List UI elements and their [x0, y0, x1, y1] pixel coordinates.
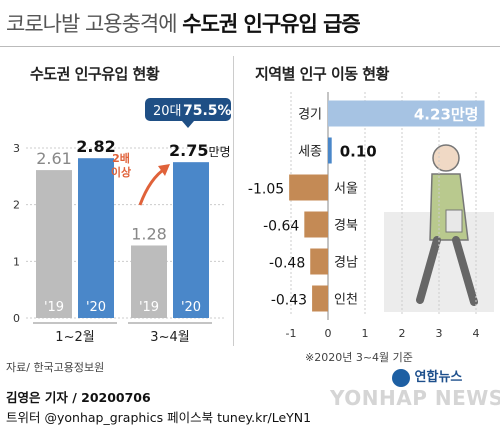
value-label: 2.75만명 — [169, 141, 231, 160]
callout-badge — [145, 98, 231, 121]
bar-2019 — [36, 170, 72, 318]
series-label: '20 — [86, 300, 106, 315]
annotation-text: 이상 — [111, 165, 131, 179]
main-title-part1: 코로나발 고용충격에 — [6, 12, 178, 36]
x-tick-label: 4 — [473, 327, 480, 340]
person-legs-icon — [416, 236, 478, 306]
value-label: -0.64 — [263, 219, 299, 235]
watermark: YONHAP NEWS — [330, 386, 500, 410]
bar-region — [304, 211, 328, 238]
yonhap-logo-text: 연합뉴스 — [414, 370, 463, 385]
main-title: 코로나발 고용충격에 수도권 인구유입 급증 — [6, 8, 361, 38]
y-tick-label: 3 — [13, 142, 20, 155]
panel-divider — [233, 56, 234, 346]
left-bar-chart: 0 1 2 3 '19 2.61 '20 2.82 1~2월 '19 1.28 '20 2.75만명 3~… — [13, 98, 232, 345]
left-chart-title: 수도권 인구유입 현황 — [30, 65, 160, 83]
x-tick-label: 0 — [325, 327, 332, 340]
x-category-label: 3~4월 — [150, 330, 189, 345]
bar-region — [328, 100, 485, 127]
bar-region — [289, 174, 328, 201]
bar-region — [328, 137, 332, 164]
value-label: -0.48 — [269, 256, 305, 272]
source-note: 자료/ 한국고용정보원 — [6, 361, 105, 374]
series-label: '19 — [139, 300, 159, 315]
value-label: 2.61 — [36, 149, 72, 168]
value-label: -0.43 — [271, 293, 307, 309]
x-tick-label: 2 — [399, 327, 406, 340]
social-links: 트위터 @yonhap_graphics 페이스북 tuney.kr/LeYN1 — [6, 410, 312, 425]
byline: 김영은 기자 / 20200706 — [6, 390, 151, 405]
unit-label: 만명 — [208, 145, 230, 159]
y-tick-label: 0 — [13, 312, 20, 325]
category-label: 경북 — [334, 219, 358, 234]
annotation-arrow-line — [138, 166, 167, 206]
category-label: 경기 — [298, 108, 322, 123]
y-tick-label: 1 — [13, 255, 20, 268]
value-label: -1.05 — [248, 182, 284, 198]
x-category-label: 1~2월 — [55, 330, 94, 345]
value-label: 1.28 — [131, 224, 167, 243]
title-divider — [0, 46, 500, 47]
annotation-text: 2배 — [112, 151, 130, 165]
bar-2020 — [173, 162, 209, 318]
person-head-icon — [432, 144, 460, 172]
bar-2020 — [78, 158, 114, 318]
category-label: 인천 — [334, 293, 358, 308]
bar-region — [310, 248, 328, 275]
footnote: ※2020년 3~4월 기준 — [305, 351, 413, 364]
right-chart-title: 지역별 인구 이동 현황 — [255, 65, 389, 83]
value-label: 0.10 — [340, 143, 377, 161]
category-label: 경남 — [334, 256, 358, 271]
callout-label: 20대 — [153, 104, 182, 119]
category-label: 서울 — [334, 182, 358, 197]
annotation-arrow-head — [158, 164, 170, 176]
bar-2019 — [131, 245, 167, 318]
yonhap-logo-icon — [392, 368, 410, 387]
value-label: 4.23만명 — [414, 106, 479, 124]
x-tick-label: -1 — [286, 327, 297, 340]
x-tick-label: 1 — [362, 327, 369, 340]
series-label: '20 — [181, 300, 201, 315]
bar-region — [312, 285, 328, 312]
callout-pointer — [182, 121, 194, 128]
series-label: '19 — [44, 300, 64, 315]
yonhap-logo: 연합뉴스 — [392, 366, 462, 387]
person-book-icon — [445, 209, 463, 233]
y-tick-label: 2 — [13, 199, 20, 212]
main-title-part2: 수도권 인구유입 급증 — [182, 12, 361, 36]
category-label: 세종 — [298, 145, 322, 160]
x-tick-label: 3 — [436, 327, 443, 340]
value-label: 2.82 — [76, 137, 115, 156]
callout-value: 75.5% — [183, 103, 232, 119]
